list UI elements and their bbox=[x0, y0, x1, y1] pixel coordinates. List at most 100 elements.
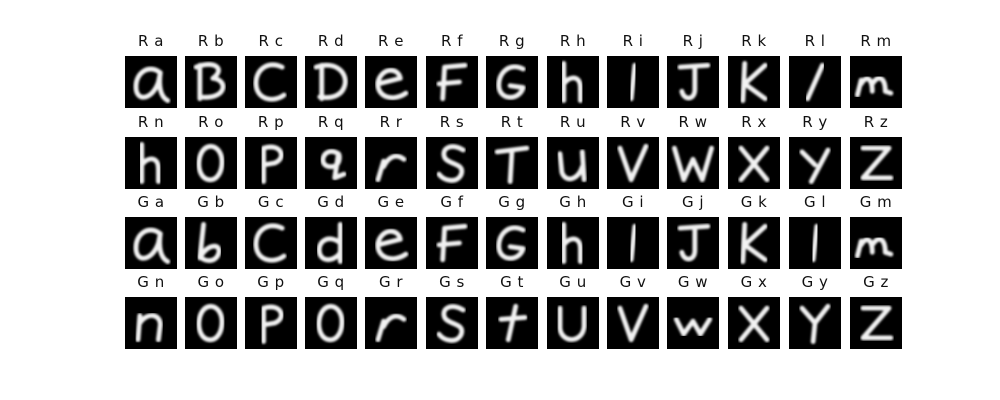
letter-cell-title: G c bbox=[257, 193, 285, 211]
letter-glyph-icon bbox=[193, 62, 226, 102]
letter-cell-title: R d bbox=[317, 32, 345, 50]
letter-stroke bbox=[135, 313, 163, 343]
letter-glyph-icon bbox=[133, 66, 171, 103]
handwritten-letter-image bbox=[607, 297, 659, 349]
letter-glyph-icon bbox=[805, 62, 825, 102]
letter-cell-title: G m bbox=[859, 193, 893, 211]
letter-cell-title: R j bbox=[682, 32, 704, 50]
letter-glyph-icon bbox=[799, 303, 831, 344]
letter-glyph-icon bbox=[139, 142, 161, 184]
letter-stroke bbox=[738, 145, 770, 183]
letter-stroke bbox=[196, 303, 225, 343]
letter-glyph-icon bbox=[436, 62, 468, 102]
letter-stroke bbox=[810, 223, 820, 263]
letter-stroke bbox=[557, 305, 587, 342]
letter-glyph-icon bbox=[628, 223, 638, 263]
handwritten-letter-image bbox=[667, 137, 719, 189]
letter-cell-title: R z bbox=[863, 113, 889, 131]
letter-glyph-icon bbox=[133, 227, 171, 264]
letter-stroke bbox=[496, 225, 526, 261]
letter-stroke bbox=[133, 227, 171, 264]
letter-cell-title: G j bbox=[681, 193, 705, 211]
letter-glyph-icon bbox=[855, 75, 894, 98]
letter-glyph-icon bbox=[375, 228, 409, 262]
letter-cell-title: G q bbox=[317, 273, 345, 291]
handwritten-letter-image bbox=[305, 137, 357, 189]
letter-stroke bbox=[436, 304, 466, 343]
handwritten-letter-image bbox=[185, 217, 237, 269]
handwritten-letter-image bbox=[667, 217, 719, 269]
handwritten-letter-image bbox=[789, 217, 841, 269]
letter-stroke bbox=[677, 223, 711, 262]
letter-glyph-icon bbox=[436, 304, 466, 343]
letter-glyph-icon bbox=[316, 222, 343, 264]
handwritten-letter-image bbox=[789, 297, 841, 349]
letter-stroke bbox=[628, 62, 638, 102]
letter-stroke bbox=[496, 64, 526, 100]
letter-glyph-icon bbox=[436, 223, 468, 263]
handwritten-letter-image bbox=[426, 297, 478, 349]
letter-glyph-icon bbox=[196, 303, 225, 343]
letter-stroke bbox=[139, 142, 161, 184]
letter-cell-title: G g bbox=[498, 193, 526, 211]
handwritten-letter-image bbox=[850, 297, 902, 349]
letter-stroke bbox=[375, 313, 407, 343]
letter-glyph-icon bbox=[261, 304, 284, 344]
letter-cell-title: G i bbox=[621, 193, 645, 211]
handwritten-letter-image bbox=[728, 56, 780, 108]
letter-glyph-icon bbox=[738, 305, 770, 343]
letter-glyph-icon bbox=[557, 305, 587, 342]
letter-glyph-icon bbox=[738, 145, 770, 183]
letter-stroke bbox=[799, 147, 831, 184]
letter-stroke bbox=[253, 62, 287, 102]
letter-cell-title: G h bbox=[559, 193, 587, 211]
handwritten-letter-image bbox=[305, 217, 357, 269]
letter-stroke bbox=[805, 62, 825, 102]
letter-stroke bbox=[133, 66, 171, 103]
letter-cell-title: R q bbox=[317, 113, 345, 131]
letter-cell-title: G b bbox=[197, 193, 225, 211]
handwritten-letter-image bbox=[607, 56, 659, 108]
letter-glyph-icon bbox=[617, 143, 649, 183]
letter-stroke bbox=[261, 144, 284, 184]
letter-cell-title: R n bbox=[137, 113, 165, 131]
letter-glyph-icon bbox=[855, 236, 894, 259]
letter-glyph-icon bbox=[375, 67, 409, 101]
handwritten-letter-image bbox=[185, 297, 237, 349]
letter-glyph-icon bbox=[496, 64, 526, 100]
handwritten-letter-image bbox=[125, 56, 177, 108]
letter-glyph-icon bbox=[677, 62, 711, 101]
handwritten-letter-image bbox=[850, 56, 902, 108]
handwritten-letter-image bbox=[245, 137, 297, 189]
letter-stroke bbox=[855, 75, 894, 98]
letter-glyph-icon bbox=[498, 303, 528, 343]
letter-glyph-icon bbox=[320, 149, 347, 181]
handwritten-letter-image bbox=[667, 297, 719, 349]
letter-stroke bbox=[617, 303, 649, 343]
letter-glyph-icon bbox=[799, 147, 831, 184]
handwritten-letter-image bbox=[547, 56, 599, 108]
handwritten-letter-image bbox=[850, 217, 902, 269]
letter-cell-title: R o bbox=[198, 113, 224, 131]
handwritten-letter-image bbox=[365, 217, 417, 269]
letter-stroke bbox=[197, 222, 222, 264]
letter-cell-title: R f bbox=[441, 32, 463, 50]
handwritten-letter-image bbox=[426, 137, 478, 189]
letter-stroke bbox=[740, 61, 768, 103]
letter-stroke bbox=[673, 316, 713, 337]
handwritten-letter-image bbox=[125, 217, 177, 269]
letter-glyph-icon bbox=[196, 143, 225, 183]
letter-cell-title: G f bbox=[440, 193, 464, 211]
handwritten-letter-image bbox=[305, 56, 357, 108]
letter-glyph-icon bbox=[313, 62, 348, 102]
letter-cell-title: G p bbox=[257, 273, 285, 291]
letter-stroke bbox=[316, 303, 345, 343]
letter-stroke bbox=[617, 143, 649, 183]
letter-glyph-icon bbox=[557, 149, 587, 183]
letter-glyph-icon bbox=[860, 145, 894, 181]
letter-glyph-icon bbox=[677, 223, 711, 262]
letter-stroke bbox=[375, 153, 407, 183]
letter-cell-title: G n bbox=[137, 273, 165, 291]
handwritten-letter-image bbox=[486, 297, 538, 349]
